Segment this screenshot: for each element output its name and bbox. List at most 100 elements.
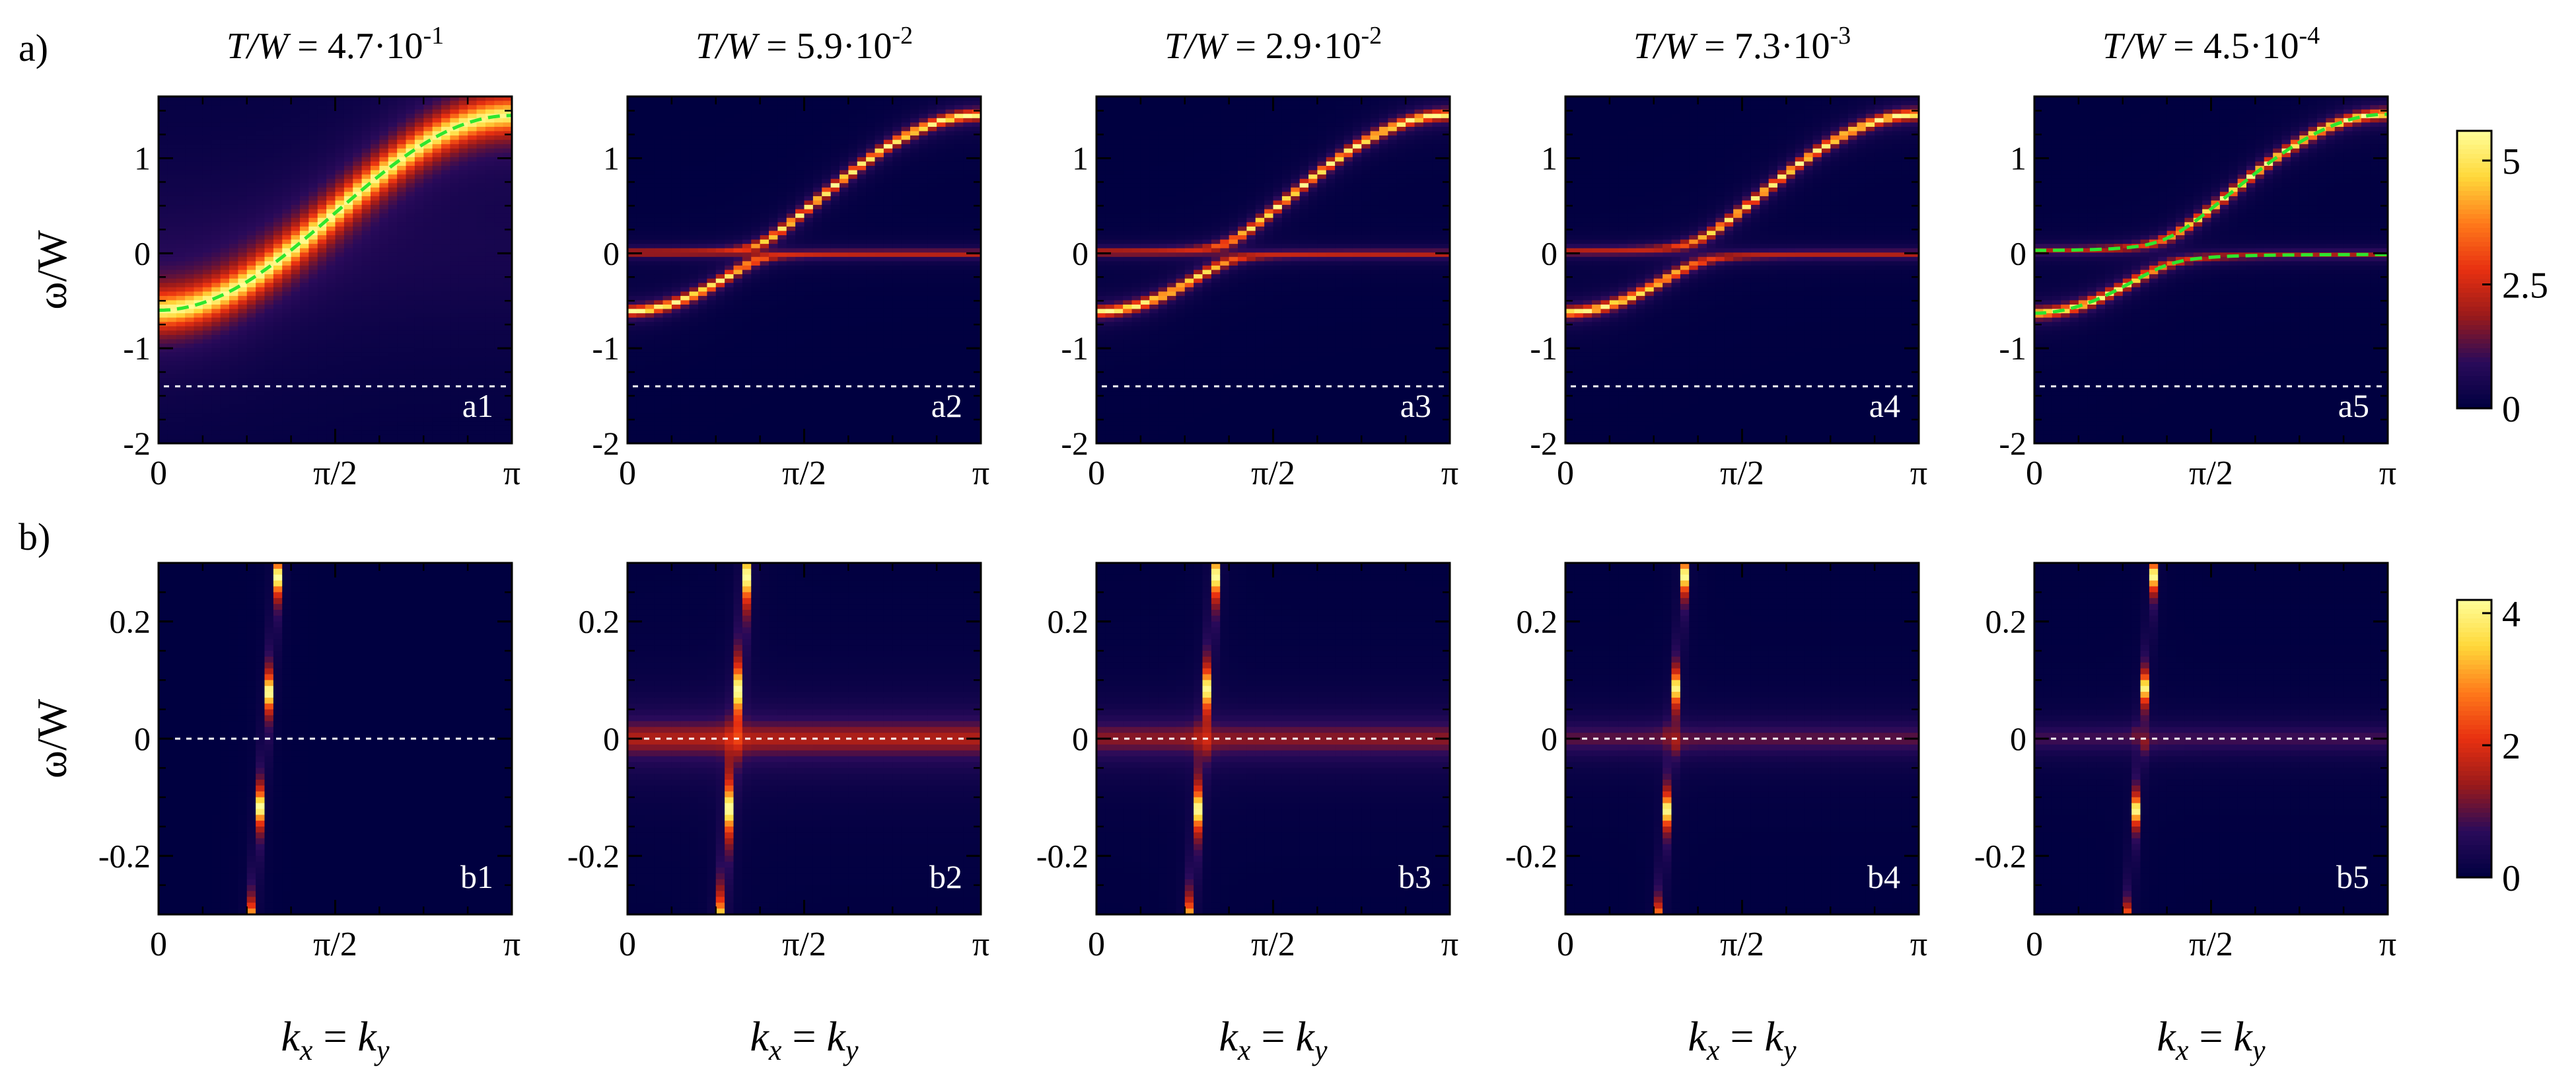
heat-cell [406,365,415,370]
heat-cell [167,122,176,127]
heat-cell [336,105,345,110]
heat-cell [397,140,406,145]
heat-cell [485,105,495,110]
heat-cell [336,266,345,270]
heat-cell [433,426,442,431]
heat-cell [203,131,212,136]
heat-cell [300,396,309,400]
heat-cell [221,326,230,331]
heat-cell [468,379,477,383]
heat-cell [273,318,283,322]
heat-cell [415,201,424,205]
heat-cell [353,279,362,283]
heat-cell [433,318,442,322]
heat-cell [176,396,186,400]
heat-cell [326,131,336,136]
heat-cell [433,305,442,309]
heat-cell [353,140,362,145]
heat-cell [423,166,433,170]
heat-cell [256,135,265,140]
heat-cell [211,231,221,235]
heat-cell [344,235,353,240]
heat-cell [229,213,238,218]
heat-cell [423,418,433,422]
heat-cell [433,192,442,196]
heat-cell [291,330,301,335]
heat-cell [379,161,388,166]
heat-cell [459,257,468,262]
heat-cell [203,213,212,218]
heat-cell [397,270,406,275]
heat-cell [273,248,283,253]
heat-cell [450,205,459,209]
heat-cell [291,409,301,414]
heat-cell [344,227,353,231]
heat-cell [388,257,398,262]
heat-cell [194,179,203,184]
heat-cell [459,118,468,123]
heat-cell [308,330,318,335]
heat-cell [291,352,301,357]
heat-cell [221,105,230,110]
heat-cell [211,174,221,179]
heat-cell [415,413,424,418]
heat-cell [379,257,388,262]
heat-cell [371,387,380,392]
heat-cell [300,266,309,270]
heat-cell [159,387,168,392]
heat-cell [406,361,415,365]
heat-cell [318,426,327,431]
heat-cell [300,201,309,205]
heat-cell [247,296,256,301]
heat-cell [397,422,406,426]
heat-cell [468,270,477,275]
heat-cell [211,101,221,106]
heat-cell [185,135,194,140]
heat-cell [221,435,230,439]
heat-cell [362,291,371,296]
heat-cell [203,309,212,314]
heat-cell [468,283,477,287]
heat-cell [477,209,486,214]
heat-cell [362,131,371,136]
heat-cell [362,435,371,439]
heat-cell [273,409,283,414]
heat-cell [291,418,301,422]
heat-cell [211,287,221,292]
heat-cell [433,174,442,179]
heat-cell [265,244,274,248]
heat-cell [291,361,301,365]
heat-cell [203,153,212,157]
heat-cell [415,400,424,404]
heat-cell [300,287,309,292]
heat-cell [229,379,238,383]
heat-cell [344,409,353,414]
heat-cell [336,192,345,196]
heat-cell [406,435,415,439]
heat-cell [441,357,450,361]
heat-cell [459,201,468,205]
heat-cell [282,379,291,383]
heat-cell [459,379,468,383]
heat-cell [273,309,283,314]
heat-cell [318,127,327,131]
heat-cell [326,261,336,266]
heat-cell [379,127,388,131]
heat-cell [441,161,450,166]
heat-cell [406,413,415,418]
heat-cell [336,313,345,318]
heat-cell [397,240,406,244]
heat-cell [371,261,380,266]
heat-cell [194,361,203,365]
heat-cell [477,326,486,331]
heat-cell [159,213,168,218]
heat-cell [441,330,450,335]
heat-cell [459,222,468,227]
heat-cell [441,274,450,279]
heat-cell [388,174,398,179]
heat-cell [379,140,388,145]
heat-cell [450,266,459,270]
heat-cell [450,400,459,404]
heat-cell [176,352,186,357]
heat-cell [318,205,327,209]
